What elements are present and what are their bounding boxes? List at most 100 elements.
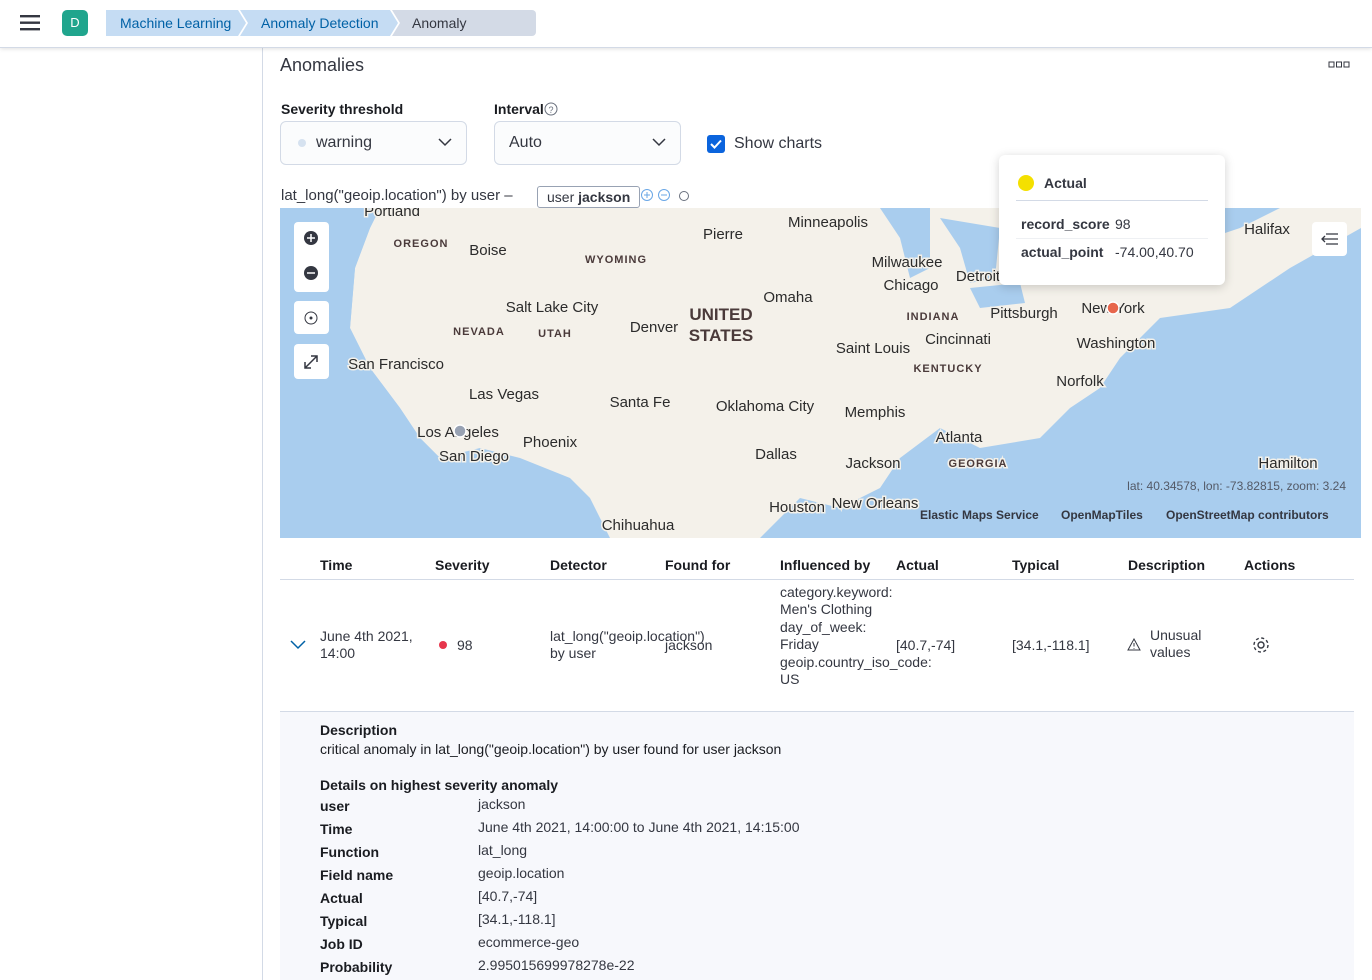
- severity-dot: [298, 139, 306, 147]
- entity-value: jackson: [578, 189, 631, 205]
- city-label: Chicago: [883, 277, 938, 294]
- legend-dot: [1018, 175, 1034, 191]
- city-label: Minneapolis: [788, 214, 868, 231]
- detail-key: Typical: [320, 913, 368, 929]
- attribution-link[interactable]: OpenMapTiles: [1061, 508, 1143, 522]
- city-label: Las Vegas: [469, 386, 539, 403]
- city-label: Denver: [630, 319, 678, 336]
- checkbox[interactable]: [707, 135, 725, 153]
- column-header: Detector: [550, 557, 607, 573]
- city-label: Pittsburgh: [990, 305, 1058, 322]
- details-title: Details on highest severity anomaly: [320, 777, 559, 793]
- interval-value: Auto: [509, 134, 542, 151]
- detail-key: Time: [320, 821, 353, 837]
- map-tooltip: Actual record_score 98 actual_point -74.…: [999, 155, 1225, 285]
- city-label: Santa Fe: [610, 394, 671, 411]
- region-label: UNITED: [689, 305, 752, 324]
- actions-button[interactable]: [1251, 635, 1271, 655]
- city-label: Atlanta: [936, 429, 983, 446]
- region-label: INDIANA: [907, 311, 960, 323]
- table-cell: [34.1,-118.1]: [1012, 637, 1090, 653]
- table-cell: lat_long("geoip.location") by user: [550, 628, 705, 661]
- warning-icon: [1127, 638, 1141, 651]
- tooltip-key: actual_point: [1021, 244, 1104, 260]
- interval-label: Interval: [494, 101, 544, 117]
- attribution-link[interactable]: OpenStreetMap contributors: [1166, 508, 1329, 522]
- column-header: Actual: [896, 557, 939, 573]
- panel-menu[interactable]: [1328, 61, 1350, 69]
- city-label: Houston: [769, 499, 825, 516]
- column-header[interactable]: Severity: [435, 557, 490, 573]
- table-cell: Unusual values: [1150, 627, 1202, 660]
- anomaly-point[interactable]: [453, 424, 467, 438]
- panel-title: Anomalies: [280, 55, 365, 75]
- city-label: San Francisco: [348, 356, 444, 373]
- detail-key: user: [320, 798, 350, 814]
- breadcrumb[interactable]: Anomaly Explorer: [392, 10, 536, 36]
- column-header: Description: [1128, 557, 1206, 573]
- anomaly-point[interactable]: [1106, 301, 1120, 315]
- column-header: Actions: [1244, 557, 1296, 573]
- detail-value: lat_long: [478, 842, 528, 858]
- detail-value: [40.7,-74]: [478, 888, 538, 904]
- city-label: Cincinnati: [925, 331, 991, 348]
- column-header: Influenced by: [780, 557, 871, 573]
- filter-icons[interactable]: [640, 189, 692, 203]
- table-cell: June 4th 2021, 14:00: [320, 628, 413, 661]
- city-label: Boise: [469, 242, 507, 259]
- detail-value: [34.1,-118.1]: [478, 911, 556, 927]
- breadcrumb[interactable]: Machine Learning: [106, 10, 246, 36]
- severity-label: Severity threshold: [281, 101, 404, 117]
- region-label: GEORGIA: [949, 458, 1008, 470]
- details-text: critical anomaly in lat_long("geoip.loca…: [320, 741, 782, 757]
- column-header: Time: [320, 557, 353, 573]
- column-header: Typical: [1012, 557, 1060, 573]
- region-label: STATES: [689, 326, 754, 345]
- menu-icon[interactable]: [20, 14, 42, 32]
- detail-key: Field name: [320, 867, 394, 883]
- city-label: Pierre: [703, 226, 743, 243]
- chevron: [438, 138, 452, 147]
- severity-select[interactable]: warning: [280, 121, 467, 165]
- svg-text:?: ?: [548, 105, 553, 115]
- city-label: Hamilton: [1258, 455, 1317, 472]
- city-label: San Diego: [439, 448, 509, 465]
- table-cell: 98: [457, 637, 473, 653]
- city-label: Dallas: [755, 446, 797, 463]
- city-label: Omaha: [763, 289, 813, 306]
- region-label: KENTUCKY: [913, 363, 982, 375]
- city-label: Phoenix: [523, 434, 578, 451]
- city-label: Halifax: [1244, 221, 1290, 238]
- detail-value: jackson: [478, 796, 526, 812]
- table-cell: day_of_week: Friday: [780, 619, 867, 652]
- entity-field: user: [547, 189, 575, 205]
- detail-value: geoip.location: [478, 865, 565, 881]
- region-label: OREGON: [394, 238, 449, 250]
- zoom-controls: [294, 222, 329, 292]
- breadcrumb[interactable]: Anomaly Detection: [240, 10, 398, 36]
- region-label: WYOMING: [585, 254, 647, 266]
- help-icon[interactable]: ?: [544, 102, 558, 116]
- city-label: Memphis: [845, 404, 906, 421]
- table-cell: [40.7,-74]: [896, 637, 956, 653]
- show-charts-label[interactable]: Show charts: [734, 135, 823, 152]
- detail-value: ecommerce-geo: [478, 934, 580, 950]
- city-label: New Orleans: [832, 495, 919, 512]
- attribution-link[interactable]: Elastic Maps Service: [920, 508, 1039, 522]
- severity-dot: [439, 641, 447, 649]
- chart-detector: lat_long("geoip.location") by user –: [281, 187, 513, 204]
- region-label: NEVADA: [453, 326, 505, 338]
- city-label: Milwaukee: [872, 254, 943, 271]
- detail-value: June 4th 2021, 14:00:00 to June 4th 2021…: [478, 819, 800, 835]
- chevron: [652, 138, 666, 147]
- city-label: Jackson: [845, 455, 900, 472]
- map-coords: lat: 40.34578, lon: -73.82815, zoom: 3.2…: [1127, 479, 1346, 493]
- city-label: Portland: [364, 208, 420, 220]
- column-header: Found for: [665, 557, 731, 573]
- tooltip-value: -74.00,40.70: [1115, 244, 1194, 260]
- interval-select[interactable]: Auto: [494, 121, 681, 165]
- city-label: Saint Louis: [836, 340, 910, 357]
- avatar[interactable]: D: [62, 10, 88, 36]
- collapse-toggle[interactable]: [290, 640, 306, 650]
